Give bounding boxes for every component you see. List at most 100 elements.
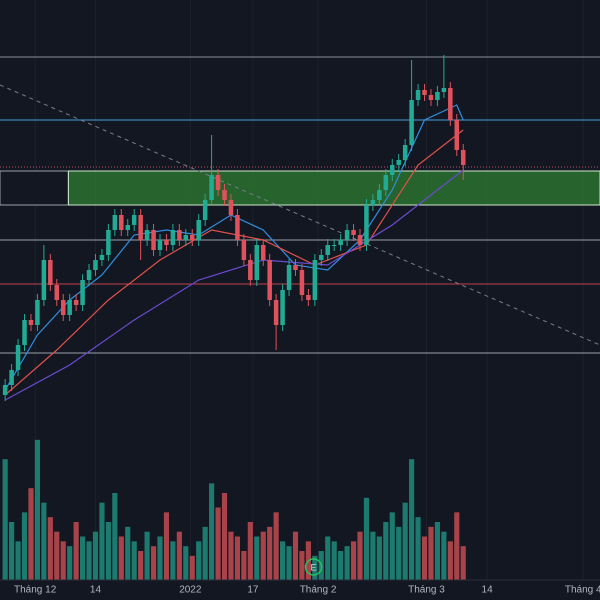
candle-body — [357, 235, 363, 245]
moving-average — [4, 169, 464, 401]
volume-bar — [434, 522, 440, 580]
candle-body — [170, 230, 176, 245]
volume-bar — [92, 531, 99, 580]
candle-body — [99, 255, 105, 260]
volume-bar — [47, 517, 53, 580]
candle-body — [15, 345, 21, 370]
volume-bar — [105, 522, 111, 580]
candle-body — [222, 190, 227, 200]
candle-body — [331, 245, 337, 246]
candle-body — [299, 270, 305, 295]
candle-body — [164, 240, 169, 245]
candle-body — [86, 270, 92, 280]
candle-body — [409, 100, 414, 145]
candle-body — [338, 240, 343, 245]
candle-body — [2, 385, 8, 395]
volume-bar — [21, 512, 28, 580]
volume-bar — [376, 536, 382, 580]
candle-body — [144, 230, 150, 240]
candle-body — [41, 260, 47, 300]
volume-bar — [209, 483, 215, 580]
candle-body — [138, 215, 143, 240]
volume-bar — [15, 541, 21, 580]
candle-body — [209, 175, 214, 200]
candle-body — [202, 200, 208, 220]
volume-bar — [292, 531, 299, 580]
candle-body — [306, 295, 311, 300]
volume-bar — [370, 531, 376, 580]
volume-bar — [228, 531, 234, 580]
x-tick-label: 2022 — [179, 585, 202, 596]
candle-body — [319, 255, 324, 260]
candle-body — [73, 300, 79, 305]
candle-body — [428, 95, 434, 100]
x-tick-label: 14 — [482, 585, 494, 596]
volume-bar — [157, 536, 163, 580]
candle-body — [9, 370, 14, 385]
volume-bar — [86, 541, 92, 580]
candle-body — [293, 265, 298, 270]
candle-body — [54, 285, 60, 300]
volume-bar — [118, 536, 124, 580]
volume-bar — [221, 493, 228, 580]
candle-body — [80, 280, 85, 305]
volume-bar — [150, 546, 157, 580]
candle-body — [402, 145, 408, 160]
volume-bar — [338, 551, 344, 580]
volume-bar — [144, 531, 150, 580]
volume-bar — [273, 512, 279, 580]
x-tick-label: 14 — [90, 585, 102, 596]
candle-body — [28, 320, 34, 325]
candle-body — [422, 90, 427, 95]
candle-body — [183, 235, 189, 240]
volume-bar — [441, 531, 447, 580]
volume-bar — [183, 546, 189, 580]
candle-body — [396, 160, 401, 165]
candle-body — [151, 230, 156, 250]
candle-body — [248, 260, 253, 280]
candle-body — [228, 200, 234, 215]
candle-body — [351, 230, 356, 235]
volume-bar — [196, 541, 202, 580]
volume-bar — [460, 546, 466, 580]
volume-bar — [60, 541, 66, 580]
zone-left-box — [0, 170, 69, 206]
x-tick-label: Tháng 12 — [14, 585, 57, 596]
volume-bar — [254, 536, 260, 580]
candle-body — [177, 230, 182, 240]
candle-body — [235, 215, 240, 240]
volume-bar — [138, 551, 144, 580]
volume-bar — [454, 512, 460, 580]
volume-bar — [299, 551, 305, 580]
candle-body — [131, 215, 137, 225]
candle-body — [364, 205, 369, 245]
candle-body — [196, 220, 201, 240]
volume-bar — [344, 546, 350, 580]
candle-body — [254, 245, 260, 280]
candle-body — [48, 260, 53, 285]
volume-bar — [189, 555, 195, 580]
volume-bar — [112, 493, 118, 580]
volume-bar — [54, 531, 60, 580]
candle-body — [125, 225, 130, 230]
x-tick-label: 17 — [247, 585, 259, 596]
volume-bar — [260, 531, 266, 580]
candle-body — [383, 175, 389, 190]
volume-bar — [41, 502, 47, 580]
volume-bar — [280, 541, 286, 580]
volume-bar — [396, 526, 402, 580]
volume-bar — [170, 541, 176, 580]
candle-body — [325, 245, 330, 255]
volume-bar — [34, 439, 40, 580]
candle-body — [215, 175, 221, 190]
volume-bar — [402, 502, 408, 580]
volume-bar — [2, 459, 8, 580]
candle-body — [344, 230, 350, 240]
volume-bar — [325, 536, 331, 580]
candle-body — [157, 240, 163, 250]
moving-average — [4, 104, 464, 391]
volume-bar — [421, 536, 428, 580]
candle-body — [241, 240, 247, 260]
candle-body — [260, 245, 266, 260]
